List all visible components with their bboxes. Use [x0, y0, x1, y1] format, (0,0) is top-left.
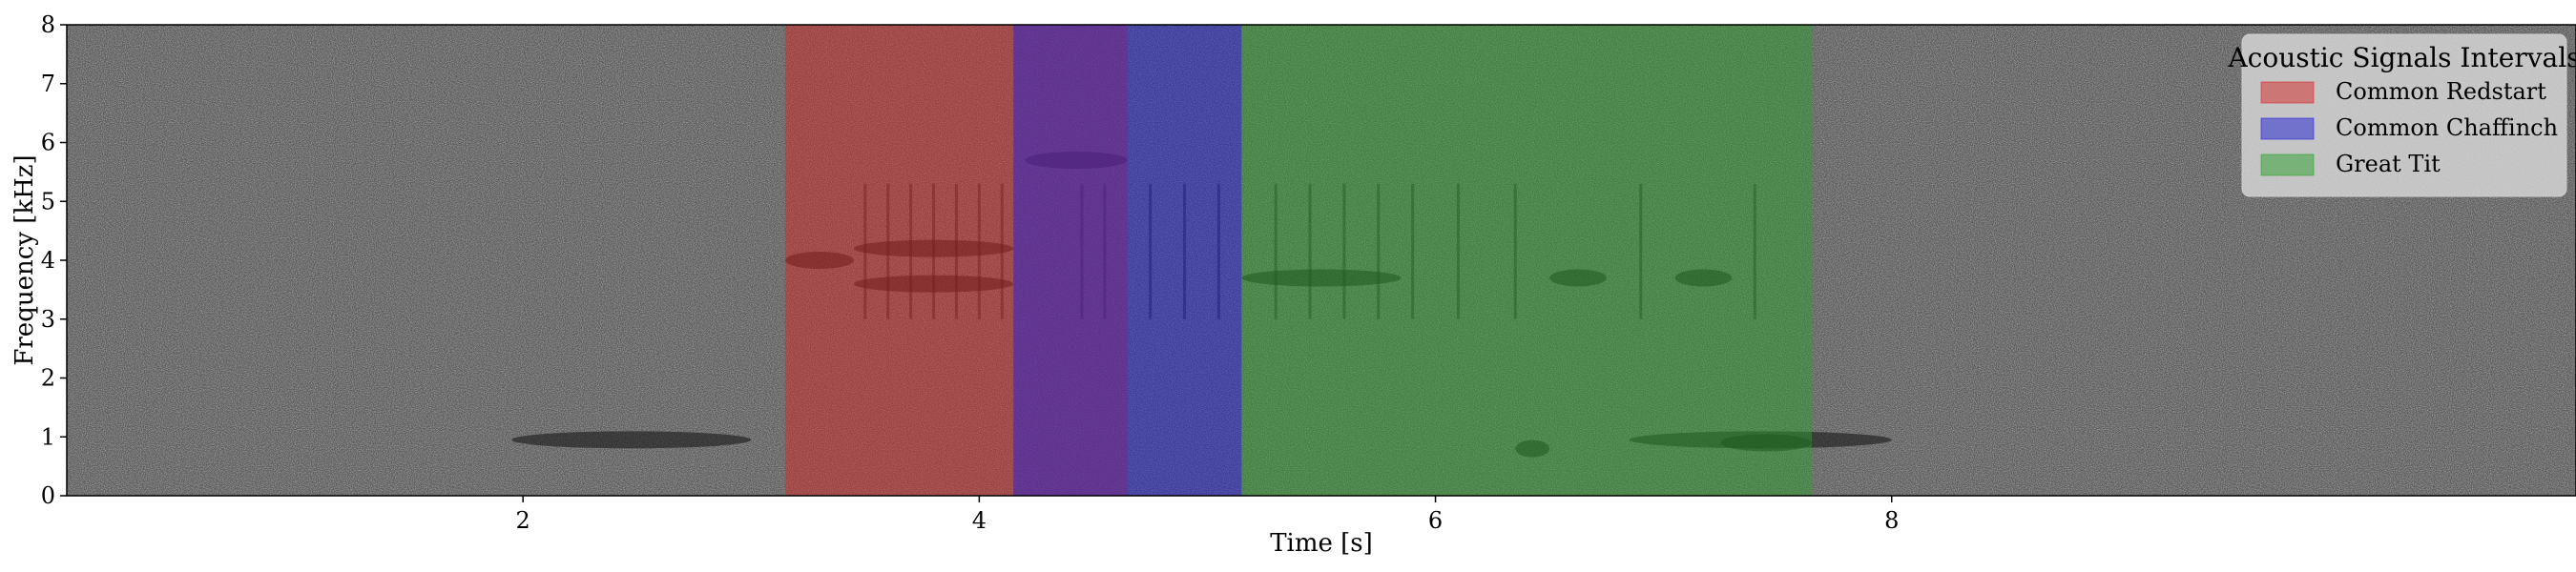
y-tick-label: 8 — [41, 11, 55, 38]
y-tick-label: 4 — [41, 247, 55, 274]
legend-swatch — [2260, 117, 2315, 140]
call-trace — [511, 431, 752, 449]
y-tick-label: 3 — [41, 306, 55, 333]
interval-great-tit — [1241, 25, 1813, 496]
y-tick-label: 1 — [41, 423, 55, 450]
legend: Acoustic Signals Intervals Common Redsta… — [2227, 33, 2576, 197]
legend-title: Acoustic Signals Intervals — [2227, 42, 2576, 73]
intervals-layer — [785, 25, 1813, 496]
y-axis: 0 1 2 3 4 5 6 7 8 — [41, 11, 67, 509]
y-tick-label: 5 — [41, 188, 55, 214]
x-tick-label: 2 — [516, 507, 530, 534]
x-tick-label: 4 — [972, 507, 987, 534]
x-tick-label: 8 — [1884, 507, 1899, 534]
interval-common-chaffinch — [1013, 25, 1242, 496]
legend-swatch — [2260, 153, 2315, 176]
legend-entry-label: Great Tit — [2336, 151, 2441, 177]
legend-swatch — [2260, 81, 2315, 104]
legend-entries: Common Redstart Common Chaffinch Great Tit — [2260, 78, 2558, 177]
legend-box — [2241, 33, 2567, 197]
x-axis-label: Time [s] — [1270, 529, 1373, 558]
y-tick-label: 6 — [41, 130, 55, 156]
y-tick-label: 0 — [41, 482, 55, 509]
x-axis: 2 4 6 8 — [516, 496, 1899, 534]
legend-entry-label: Common Redstart — [2336, 78, 2546, 105]
x-tick-label: 6 — [1428, 507, 1443, 534]
y-axis-label: Frequency [kHz] — [10, 154, 39, 365]
y-tick-label: 2 — [41, 365, 55, 392]
plot-area — [66, 24, 2576, 497]
y-tick-label: 7 — [41, 71, 55, 97]
legend-entry-label: Common Chaffinch — [2336, 114, 2558, 141]
